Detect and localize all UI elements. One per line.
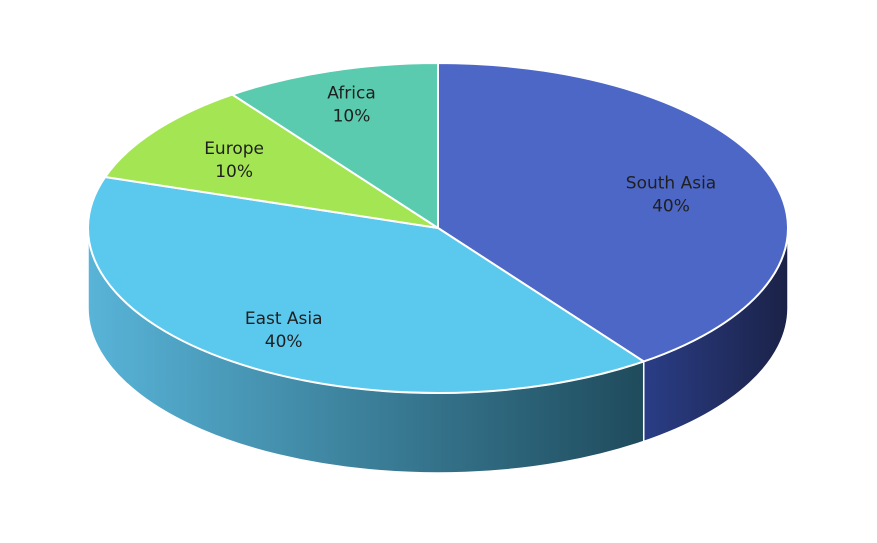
label-africa-name: Africa [327, 84, 376, 104]
label-south-asia-name: South Asia [626, 173, 716, 193]
label-europe-name: Europe [204, 139, 264, 159]
slice-africa [231, 62, 439, 229]
pie-labels: South Asia 40% East Asia 40% Europe 10% … [204, 84, 716, 353]
pie-slices [87, 62, 789, 394]
slice-south-asia [437, 62, 789, 363]
label-east-asia-value: 40% [265, 332, 303, 352]
slice-europe [104, 93, 439, 229]
label-europe-value: 10% [215, 162, 253, 182]
label-africa-value: 10% [333, 107, 371, 127]
slice-east-asia [87, 176, 645, 394]
label-east-asia-name: East Asia [245, 309, 323, 329]
label-south-asia-value: 40% [652, 196, 690, 216]
